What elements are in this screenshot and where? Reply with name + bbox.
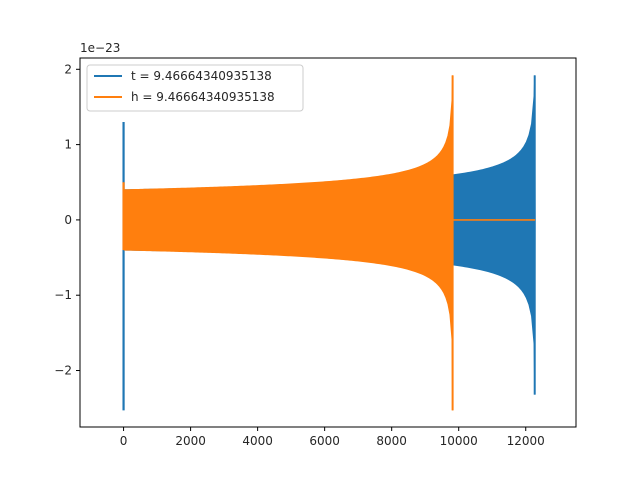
legend-entry: h = 9.46664340935138	[131, 90, 275, 104]
y-tick-label: 2	[64, 62, 72, 76]
y-tick-label: −2	[54, 364, 72, 378]
y-tick-label: 0	[64, 213, 72, 227]
x-tick-label: 10000	[440, 434, 478, 448]
series-2	[122, 75, 454, 411]
axes-frame	[79, 57, 577, 428]
x-tick-label: 12000	[507, 434, 545, 448]
x-tick-label: 2000	[175, 434, 206, 448]
x-tick-label: 6000	[309, 434, 340, 448]
legend: t = 9.46664340935138 h = 9.46664340935138	[86, 64, 304, 112]
legend-box	[86, 64, 304, 112]
x-tick-label: 4000	[242, 434, 273, 448]
y-tick-label: −1	[54, 288, 72, 302]
y-offset-label: 1e−23	[80, 41, 120, 55]
x-axis: 0 2000 4000 6000 8000 10000 12000	[120, 427, 545, 448]
x-tick-label: 8000	[376, 434, 407, 448]
legend-entry: t = 9.46664340935138	[131, 69, 272, 83]
plot-area	[122, 75, 536, 411]
y-axis: 2 1 0 −1 −2	[54, 62, 80, 378]
x-tick-label: 0	[120, 434, 128, 448]
y-tick-label: 1	[64, 138, 72, 152]
